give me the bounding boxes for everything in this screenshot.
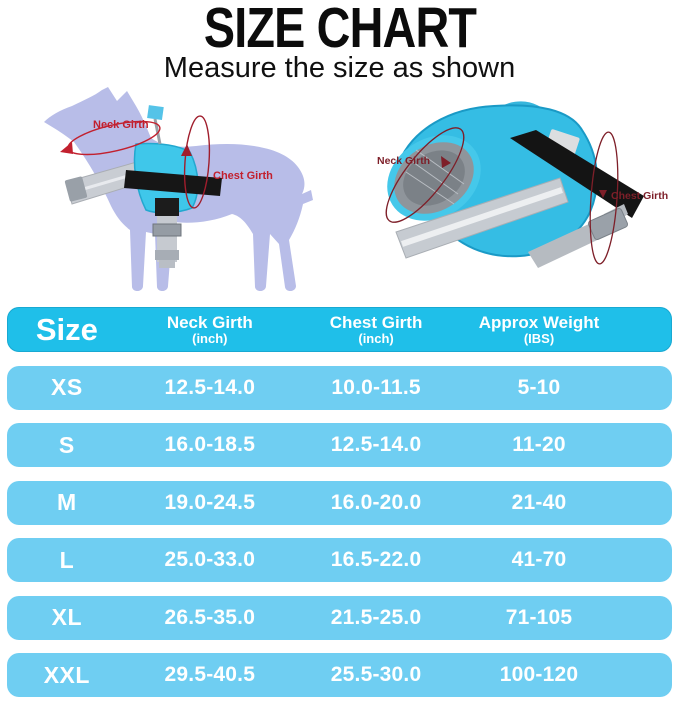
neck-girth-arrow-icon xyxy=(60,142,73,154)
table-row-l: L 25.0-33.0 16.5-22.0 41-70 xyxy=(7,538,672,582)
black-strap xyxy=(510,130,644,218)
chest-girth-arrow-icon xyxy=(181,144,192,156)
strap-buckle xyxy=(64,176,88,202)
harness-on-dog xyxy=(64,105,222,268)
column-header-approx-weight: Approx Weight (IBS) xyxy=(478,312,600,346)
chest-girth-label: Chest Girth xyxy=(611,190,668,202)
chest-girth-value: 10.0-11.5 xyxy=(331,375,421,399)
neck-girth-arrow-icon xyxy=(441,156,451,168)
size-value: L xyxy=(59,546,75,573)
size-value: XXL xyxy=(43,661,90,688)
neck-girth-annotation: Neck Girth xyxy=(60,119,161,156)
harness-product xyxy=(387,101,644,268)
neck-girth-value: 12.5-14.0 xyxy=(164,375,256,399)
table-row-xxl: XXL 29.5-40.5 25.5-30.0 100-120 xyxy=(7,653,672,697)
neck-girth-value: 25.0-33.0 xyxy=(164,548,256,571)
neck-girth-label: Neck Girth xyxy=(377,155,430,167)
page-title: SIZE CHART xyxy=(203,0,476,60)
chest-girth-value: 21.5-25.0 xyxy=(330,605,422,629)
table-row-xs: XS 12.5-14.0 10.0-11.5 5-10 xyxy=(7,365,672,410)
size-value: XS xyxy=(51,374,83,400)
weight-value: 11-20 xyxy=(512,433,566,456)
weight-value: 41-70 xyxy=(511,548,567,571)
neck-girth-annotation: Neck Girth xyxy=(377,127,465,223)
weight-value: 100-120 xyxy=(499,663,579,686)
chest-girth-ellipse xyxy=(589,131,619,265)
neck-girth-value: 26.5-35.0 xyxy=(164,605,256,629)
black-strap xyxy=(124,170,222,196)
size-value: XL xyxy=(51,604,83,630)
blue-tab xyxy=(147,105,164,121)
neck-girth-label: Neck Girth xyxy=(93,119,149,131)
column-header-size: Size xyxy=(35,311,98,347)
dog-measurement-diagram: Neck Girth Chest Girth xyxy=(44,87,313,292)
column-header-chest-girth: Chest Girth (inch) xyxy=(329,312,423,346)
table-row-m: M 19.0-24.5 16.0-20.0 21-40 xyxy=(7,480,672,525)
chest-girth-value: 12.5-14.0 xyxy=(330,433,422,456)
chest-girth-ellipse xyxy=(183,115,211,209)
chest-girth-annotation: Chest Girth xyxy=(181,115,273,209)
harness-measurement-photo: Neck Girth Chest Girth xyxy=(377,101,668,268)
chest-girth-label: Chest Girth xyxy=(213,170,273,182)
chest-girth-value: 25.5-30.0 xyxy=(330,663,422,686)
chest-girth-value: 16.5-22.0 xyxy=(330,548,422,571)
weight-value: 71-105 xyxy=(505,605,573,629)
bottom-strap xyxy=(528,218,610,268)
table-row-s: S 16.0-18.5 12.5-14.0 11-20 xyxy=(7,423,672,467)
size-value: M xyxy=(57,489,77,515)
neck-girth-value: 16.0-18.5 xyxy=(164,433,256,456)
neck-girth-ellipse xyxy=(385,127,465,223)
chest-girth-annotation: Chest Girth xyxy=(589,131,668,265)
size-value: S xyxy=(58,431,75,458)
weight-value: 5-10 xyxy=(517,375,561,399)
chest-girth-arrow-icon xyxy=(599,190,607,198)
size-table: Size Neck Girth (inch) Chest Girth (inch… xyxy=(7,307,672,711)
title-block: SIZE CHART Measure the size as shown xyxy=(0,0,679,85)
weight-value: 21-40 xyxy=(511,490,567,514)
chest-girth-value: 16.0-20.0 xyxy=(330,490,422,514)
column-header-neck-girth: Neck Girth (inch) xyxy=(166,312,253,346)
neck-girth-value: 19.0-24.5 xyxy=(164,490,256,514)
table-header-row: Size Neck Girth (inch) Chest Girth (inch… xyxy=(7,307,672,352)
page-subtitle: Measure the size as shown xyxy=(163,52,516,84)
neck-girth-value: 29.5-40.5 xyxy=(164,663,256,686)
table-row-xl: XL 26.5-35.0 21.5-25.0 71-105 xyxy=(7,595,672,640)
